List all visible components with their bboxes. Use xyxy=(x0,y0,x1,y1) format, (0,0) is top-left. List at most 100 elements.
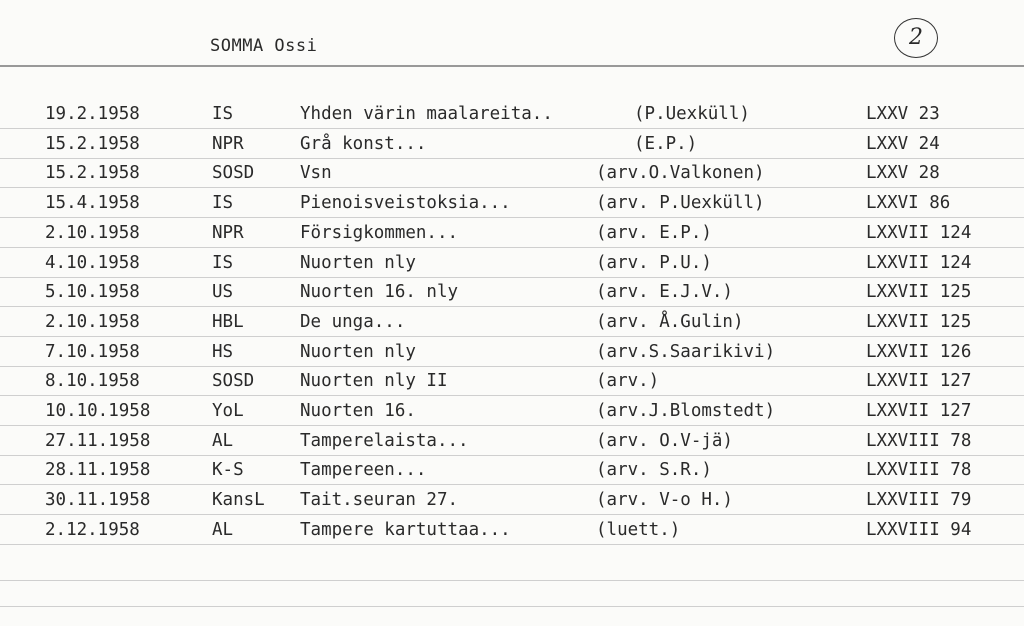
entry-source: HBL xyxy=(212,311,244,332)
ruled-line xyxy=(0,276,1024,278)
entry-row: 8.10.1958 SOSD Nuorten nly II (arv.) LXXVII … xyxy=(0,367,1024,397)
entry-reviewer: (arv. O.V-jä) xyxy=(596,430,733,451)
entry-source: IS xyxy=(212,193,234,214)
entry-reviewer: (arv. P.Uexküll) xyxy=(596,193,765,214)
entry-date: 28.11.1958 xyxy=(45,460,151,481)
entry-reviewer: (arv. P.U.) xyxy=(596,252,712,273)
entry-reviewer: (luett.) xyxy=(596,519,681,540)
entry-source: IS xyxy=(212,104,234,124)
entry-row: 30.11.1958 KansL Tait.seuran 27. (arv. V-o … xyxy=(0,486,1024,516)
entry-row: 10.10.1958 YoL Nuorten 16. (arv.J.Blomstedt… xyxy=(0,397,1024,427)
ruled-line xyxy=(0,128,1024,129)
entry-date: 2.10.1958 xyxy=(45,311,140,332)
entry-reference: LXXV 23 xyxy=(866,104,940,124)
entry-date: 2.12.1958 xyxy=(45,519,140,540)
entry-row: 19.2.1958 IS Yhden värin maalareita.. (P.Ue… xyxy=(0,100,1024,130)
entry-reviewer: (arv.O.Valkonen) xyxy=(596,163,765,184)
entry-source: SOSD xyxy=(212,163,255,184)
entry-reference: LXXVI 86 xyxy=(866,193,951,214)
entry-reference: LXXVIII 79 xyxy=(866,490,972,511)
entry-row: 2.10.1958 HBL De unga... (arv. Å.Gulin) LXXV… xyxy=(0,308,1024,338)
entry-reviewer: (arv.S.Saarikivi) xyxy=(596,341,776,362)
entry-title: Grå konst... xyxy=(300,133,427,154)
header-divider xyxy=(0,65,1024,67)
card-number: 2 xyxy=(894,18,938,58)
entry-reference: LXXVII 127 xyxy=(866,371,972,392)
entry-row: 15.2.1958 SOSD Vsn (arv.O.Valkonen) LXXV 28 xyxy=(0,159,1024,189)
entry-date: 2.10.1958 xyxy=(45,222,140,243)
entry-title: Nuorten 16. nly xyxy=(300,282,459,303)
ruled-line xyxy=(0,454,1024,456)
entry-source: AL xyxy=(212,519,234,540)
ruled-line xyxy=(0,217,1024,219)
entry-reference: LXXVIII 94 xyxy=(866,519,972,540)
ruled-line xyxy=(0,335,1024,337)
entry-date: 15.2.1958 xyxy=(45,133,140,154)
card-name: SOMMA Ossi xyxy=(210,36,318,56)
entry-reviewer: (arv.) xyxy=(596,371,660,392)
entry-row: 7.10.1958 HS Nuorten nly (arv.S.Saarikivi) L… xyxy=(0,338,1024,368)
entry-date: 5.10.1958 xyxy=(45,282,140,303)
entry-date: 19.2.1958 xyxy=(45,104,140,124)
entry-source: AL xyxy=(212,430,234,451)
entry-date: 30.11.1958 xyxy=(45,490,151,511)
entry-source: US xyxy=(212,282,234,303)
ruled-line xyxy=(0,395,1024,397)
entry-title: Tampere kartuttaa... xyxy=(300,519,511,540)
entry-title: Nuorten nly II xyxy=(300,371,448,392)
ruled-line xyxy=(0,246,1024,248)
entry-reviewer: (arv. V-o H.) xyxy=(596,490,733,511)
entry-title: Nuorten nly xyxy=(300,341,416,362)
entry-reviewer: (arv. Å.Gulin) xyxy=(596,311,744,332)
entry-source: KansL xyxy=(212,490,265,511)
ruled-line xyxy=(0,484,1024,486)
entry-row: 2.12.1958 AL Tampere kartuttaa... (luett.) L… xyxy=(0,516,1024,546)
ruled-line xyxy=(0,306,1024,308)
entry-source: NPR xyxy=(212,222,244,243)
entry-date: 8.10.1958 xyxy=(45,371,140,392)
entry-reviewer: (arv.J.Blomstedt) xyxy=(596,401,776,421)
entry-reviewer: (arv. E.P.) xyxy=(596,222,712,243)
entry-title: Tampereen... xyxy=(300,460,427,481)
entry-title: De unga... xyxy=(300,311,406,332)
entry-title: Vsn xyxy=(300,163,332,184)
ruled-line xyxy=(0,425,1024,426)
entry-source: IS xyxy=(212,252,234,273)
entry-reference: LXXVIII 78 xyxy=(866,460,972,481)
entry-date: 15.2.1958 xyxy=(45,163,140,184)
entry-reviewer: (E.P.) xyxy=(634,133,698,154)
entry-title: Nuorten nly xyxy=(300,252,416,273)
entry-title: Tait.seuran 27. xyxy=(300,490,459,511)
entry-row: 5.10.1958 US Nuorten 16. nly (arv. E.J.V.) L… xyxy=(0,278,1024,308)
entry-reference: LXXVII 124 xyxy=(866,222,972,243)
entry-reviewer: (arv. E.J.V.) xyxy=(596,282,733,303)
entry-reference: LXXVII 126 xyxy=(866,341,972,362)
entry-source: K-S xyxy=(212,460,244,481)
entry-source: NPR xyxy=(212,133,244,154)
ruled-line xyxy=(0,187,1024,189)
entry-row: 15.4.1958 IS Pienoisveistoksia... (arv. P.U… xyxy=(0,189,1024,219)
entry-title: Yhden värin maalareita.. xyxy=(300,104,553,124)
ruled-line xyxy=(0,606,1024,607)
entry-date: 7.10.1958 xyxy=(45,341,140,362)
entry-reviewer: (arv. S.R.) xyxy=(596,460,712,481)
entry-source: YoL xyxy=(212,401,244,421)
ruled-line xyxy=(0,365,1024,367)
entry-reference: LXXV 24 xyxy=(866,133,940,154)
entry-title: Pienoisveistoksia... xyxy=(300,193,511,214)
entry-row: 2.10.1958 NPR Försigkommen... (arv. E.P.) LX… xyxy=(0,219,1024,249)
entry-reference: LXXVIII 78 xyxy=(866,430,972,451)
ruled-line xyxy=(0,543,1024,545)
entry-reference: LXXV 28 xyxy=(866,163,940,184)
entry-reference: LXXVII 125 xyxy=(866,282,972,303)
entry-date: 15.4.1958 xyxy=(45,193,140,214)
entry-title: Nuorten 16. xyxy=(300,401,416,421)
entry-date: 4.10.1958 xyxy=(45,252,140,273)
ruled-line xyxy=(0,580,1024,581)
entry-row: 4.10.1958 IS Nuorten nly (arv. P.U.) LXXVII … xyxy=(0,249,1024,279)
entry-title: Försigkommen... xyxy=(300,222,459,243)
entry-row: 27.11.1958 AL Tamperelaista... (arv. O.V-jä… xyxy=(0,427,1024,457)
ruled-line xyxy=(0,157,1024,159)
entry-source: HS xyxy=(212,341,234,362)
entry-date: 27.11.1958 xyxy=(45,430,151,451)
